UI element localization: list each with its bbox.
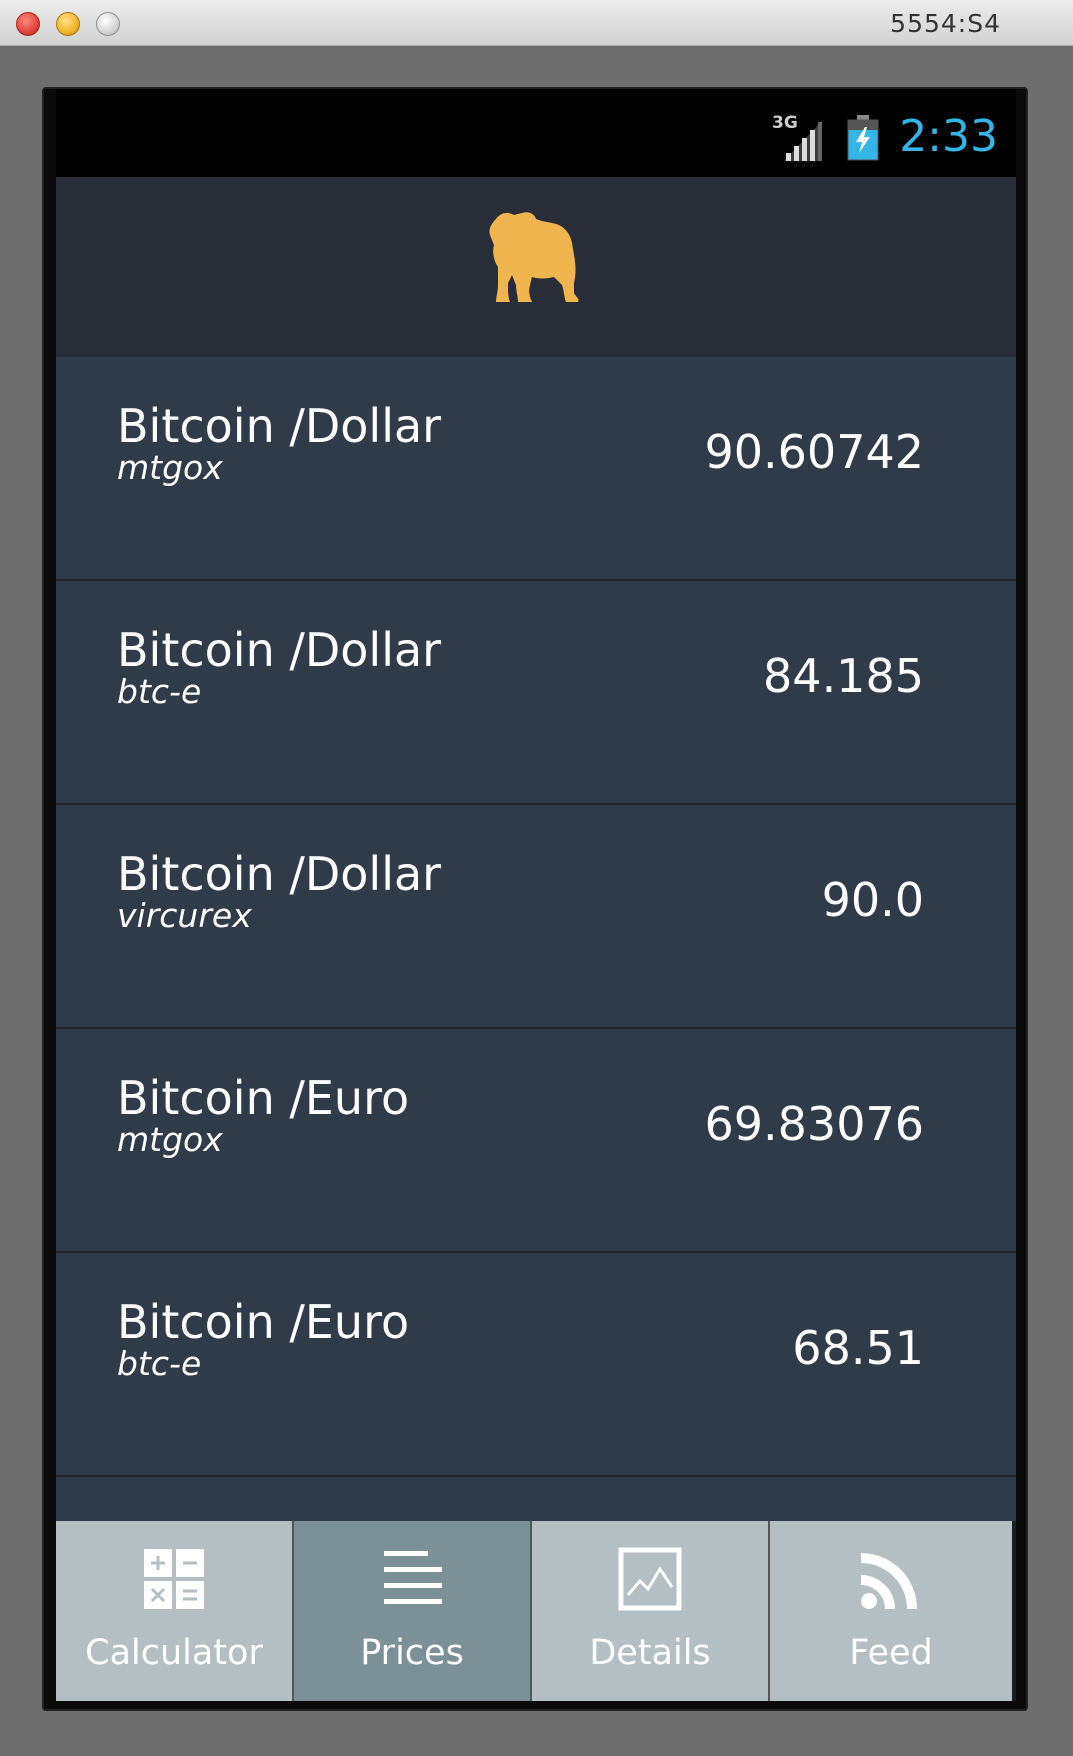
exchange-name: btc-e <box>117 1344 202 1383</box>
pair-title: Bitcoin /Euro <box>117 1295 410 1349</box>
exchange-name: mtgox <box>117 448 223 487</box>
status-bar: 3G 2:33 <box>56 89 1016 177</box>
price-value: 69.83076 <box>704 1097 925 1151</box>
bottom-tab-bar: Calculator Prices Details <box>56 1521 1016 1701</box>
window-titlebar: 5554:S4 <box>0 0 1073 46</box>
tab-label: Prices <box>360 1633 464 1673</box>
price-list[interactable]: Bitcoin /Dollar mtgox 90.60742 Bitcoin /… <box>56 357 1016 1521</box>
window-minimize-button[interactable] <box>56 12 80 36</box>
emulator-frame: 3G 2:33 <box>42 87 1028 1711</box>
exchange-name: btc-e <box>117 672 202 711</box>
list-item[interactable]: Bitcoin /Dollar btc-e 84.185 <box>56 581 1016 805</box>
bulldog-icon <box>482 205 586 309</box>
price-value: 90.60742 <box>704 425 925 479</box>
calculator-icon <box>144 1549 204 1609</box>
tab-prices[interactable]: Prices <box>294 1521 532 1701</box>
tab-label: Calculator <box>85 1633 263 1673</box>
network-type-label: 3G <box>772 113 798 133</box>
tab-details[interactable]: Details <box>532 1521 770 1701</box>
battery-icon <box>847 115 879 161</box>
signal-icon: 3G <box>772 113 834 163</box>
tab-label: Feed <box>849 1633 933 1673</box>
list-item[interactable]: Bitcoin /Euro mtgox 69.83076 <box>56 1029 1016 1253</box>
tab-label: Details <box>589 1633 711 1673</box>
rss-icon <box>861 1553 917 1609</box>
exchange-name: vircurex <box>117 896 252 935</box>
chart-icon <box>618 1547 682 1611</box>
list-item[interactable]: Bitcoin /Euro btc-e 68.51 <box>56 1253 1016 1477</box>
list-item[interactable] <box>56 1477 1016 1521</box>
tab-feed[interactable]: Feed <box>770 1521 1012 1701</box>
list-icon <box>384 1551 442 1604</box>
window-close-button[interactable] <box>16 12 40 36</box>
window-zoom-button[interactable] <box>96 12 120 36</box>
pair-title: Bitcoin /Dollar <box>117 399 442 453</box>
device-screen: 3G 2:33 <box>56 89 1016 1701</box>
window-title: 5554:S4 <box>890 9 1001 38</box>
price-value: 68.51 <box>792 1321 924 1375</box>
price-value: 84.185 <box>763 649 924 703</box>
pair-title: Bitcoin /Dollar <box>117 623 442 677</box>
price-value: 90.0 <box>821 873 924 927</box>
tab-calculator[interactable]: Calculator <box>56 1521 294 1701</box>
pair-title: Bitcoin /Dollar <box>117 847 442 901</box>
pair-title: Bitcoin /Euro <box>117 1071 410 1125</box>
list-item[interactable]: Bitcoin /Dollar mtgox 90.60742 <box>56 357 1016 581</box>
list-item[interactable]: Bitcoin /Dollar vircurex 90.0 <box>56 805 1016 1029</box>
status-clock: 2:33 <box>899 111 998 162</box>
exchange-name: mtgox <box>117 1120 223 1159</box>
